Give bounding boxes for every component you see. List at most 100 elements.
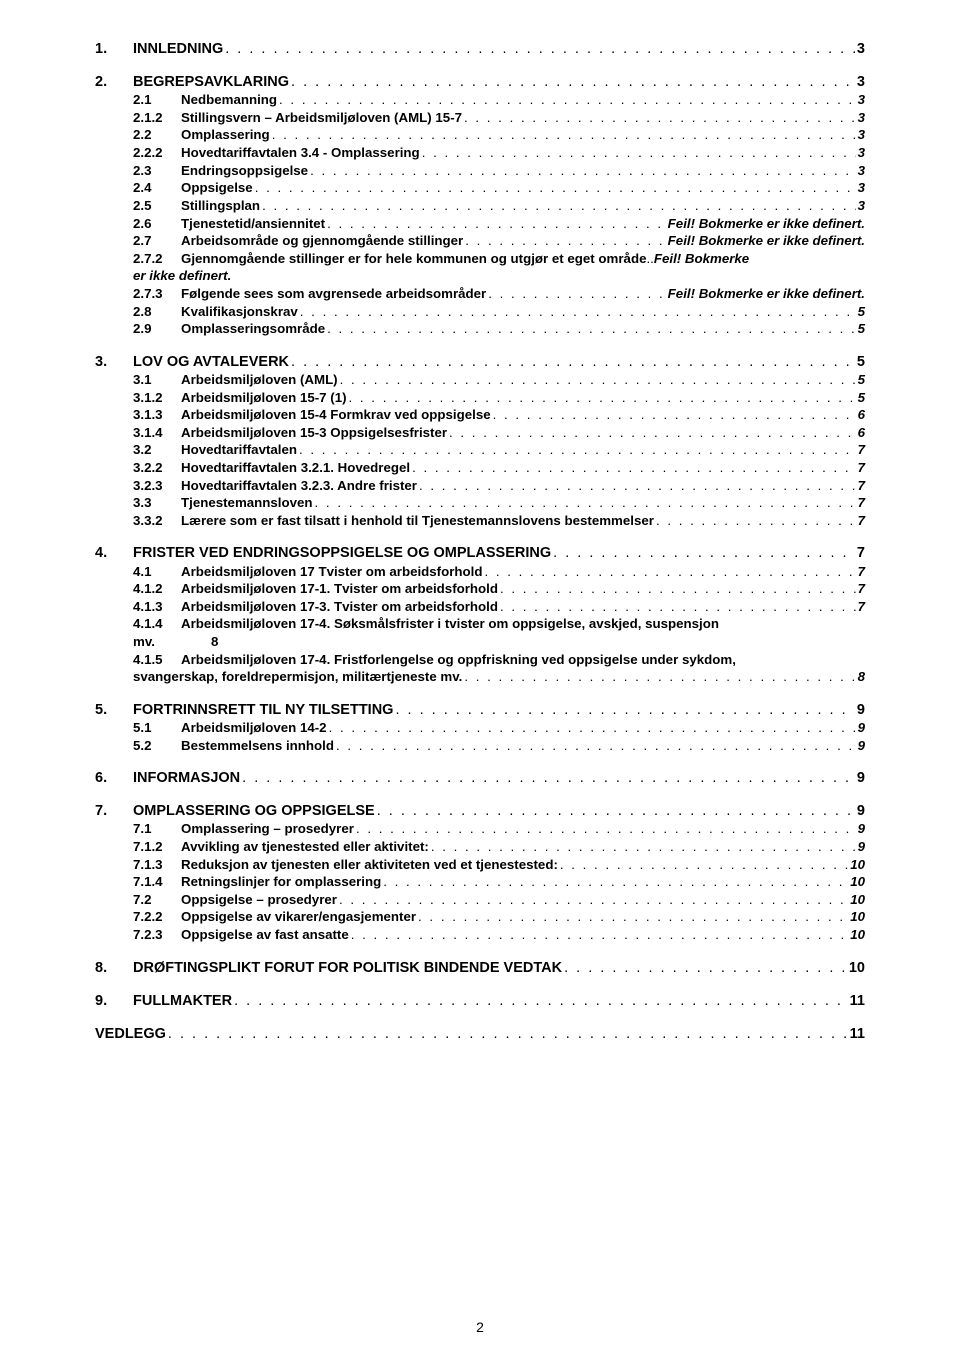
toc-label: BEGREPSAVKLARING bbox=[133, 73, 289, 91]
toc-entry: 1.INNLEDNING. . . . . . . . . . . . . . … bbox=[95, 40, 865, 58]
toc-entry: 2.9Omplasseringsområde. . . . . . . . . … bbox=[95, 321, 865, 338]
toc-number: 4. bbox=[95, 544, 133, 562]
toc-page: 10 bbox=[850, 857, 865, 874]
toc-label: Endringsoppsigelse bbox=[181, 163, 308, 180]
toc-entry: 3.1.4Arbeidsmiljøloven 15-3 Oppsigelsesf… bbox=[95, 425, 865, 442]
toc-page: 8 bbox=[211, 634, 218, 651]
toc-label: Bestemmelsens innhold bbox=[181, 738, 334, 755]
toc-spacer bbox=[95, 687, 865, 700]
toc-dot-leader: . . . . . . . . . . . . . . . . . . . . … bbox=[336, 738, 856, 755]
toc-entry: 7.2.2Oppsigelse av vikarer/engasjementer… bbox=[95, 909, 865, 926]
toc-label: Omplasseringsområde bbox=[181, 321, 325, 338]
toc-label: Omplassering – prosedyrer bbox=[181, 821, 354, 838]
toc-page: 7 bbox=[858, 478, 865, 495]
toc-label: Stillingsvern – Arbeidsmiljøloven (AML) … bbox=[181, 110, 462, 127]
toc-page: 5 bbox=[858, 390, 865, 407]
toc-page: Feil! Bokmerke er ikke definert. bbox=[668, 216, 865, 233]
toc-number: 2.1 bbox=[95, 92, 181, 109]
toc-entry-continuation: svangerskap, foreldrepermisjon, militært… bbox=[95, 669, 865, 686]
toc-entry: 4.1.5Arbeidsmiljøloven 17-4. Fristforlen… bbox=[95, 652, 865, 669]
toc-dot-leader: . . . . . . . . . . . . . . . . . . . . … bbox=[464, 669, 855, 686]
toc-dot-leader: . . . . . . . . . . . . . . . . . . . . … bbox=[377, 802, 855, 820]
toc-label: Hovedtariffavtalen bbox=[181, 442, 297, 459]
toc-number: 7.1 bbox=[95, 821, 181, 838]
toc-page: 3 bbox=[858, 163, 865, 180]
toc-page: Feil! Bokmerke er ikke definert. bbox=[668, 286, 865, 303]
toc-label: OMPLASSERING OG OPPSIGELSE bbox=[133, 802, 375, 820]
toc-label: Arbeidsmiljøloven 14-2 bbox=[181, 720, 327, 737]
toc-page: 7 bbox=[858, 495, 865, 512]
toc-dot-leader: . . . . . . . . . . . . . . . . . . . . … bbox=[412, 460, 856, 477]
toc-page: 11 bbox=[850, 1025, 865, 1043]
toc-page: 3 bbox=[858, 110, 865, 127]
toc-error-text: er ikke definert. bbox=[95, 268, 231, 285]
toc-page: 3 bbox=[858, 198, 865, 215]
toc-entry: 2.7.3Følgende sees som avgrensede arbeid… bbox=[95, 286, 865, 303]
toc-number: 7.1.3 bbox=[95, 857, 181, 874]
toc-dot-leader: . . . . . . . . . . . . . . . . . . . . … bbox=[356, 821, 856, 838]
toc-number: 6. bbox=[95, 769, 133, 787]
toc-page: 3 bbox=[858, 145, 865, 162]
toc-label: Retningslinjer for omplassering bbox=[181, 874, 381, 891]
toc-dot-leader: . . . . . . . . . . . . . . . . . . . . … bbox=[242, 769, 855, 787]
toc-spacer bbox=[95, 530, 865, 543]
toc-page: 7 bbox=[858, 513, 865, 530]
toc-entry: 7.1Omplassering – prosedyrer. . . . . . … bbox=[95, 821, 865, 838]
toc-entry: 2.4Oppsigelse. . . . . . . . . . . . . .… bbox=[95, 180, 865, 197]
toc-entry: 7.1.3Reduksjon av tjenesten eller aktivi… bbox=[95, 857, 865, 874]
toc-number: 5.2 bbox=[95, 738, 181, 755]
toc-dot-leader: . . . . . . . . . . . . . . . . . . . . … bbox=[465, 233, 665, 250]
toc-dot-leader: . . . . . . . . . . . . . . . . . . . . … bbox=[339, 892, 848, 909]
toc-label: Hovedtariffavtalen 3.2.1. Hovedregel bbox=[181, 460, 410, 477]
toc-dot-leader: . . . . . . . . . . . . . . . . . . . . … bbox=[349, 390, 856, 407]
toc-entry: 2.3Endringsoppsigelse. . . . . . . . . .… bbox=[95, 163, 865, 180]
toc-page: 7 bbox=[858, 460, 865, 477]
toc-entry: 8.DRØFTINGSPLIKT FORUT FOR POLITISK BIND… bbox=[95, 959, 865, 977]
toc-entry: VEDLEGG. . . . . . . . . . . . . . . . .… bbox=[95, 1025, 865, 1043]
toc-entry: 3.2.3Hovedtariffavtalen 3.2.3. Andre fri… bbox=[95, 478, 865, 495]
toc-label: FRISTER VED ENDRINGSOPPSIGELSE OG OMPLAS… bbox=[133, 544, 551, 562]
toc-entry: 3.2.2Hovedtariffavtalen 3.2.1. Hovedrege… bbox=[95, 460, 865, 477]
toc-entry: 7.2.3Oppsigelse av fast ansatte. . . . .… bbox=[95, 927, 865, 944]
toc-dot-leader: . . . . . . . . . . . . . . . . . . . . … bbox=[255, 180, 856, 197]
toc-dot-leader: . . . . . . . . . . . . . . . . . . . . … bbox=[299, 442, 856, 459]
toc-label: Tjenestetid/ansiennitet bbox=[181, 216, 325, 233]
toc-dot-leader: . . . . . . . . . . . . . . . . . . . . … bbox=[431, 839, 856, 856]
toc-dot-leader: . . . . . . . . . . . . . . . . . . . . … bbox=[327, 216, 666, 233]
toc-page: 3 bbox=[858, 180, 865, 197]
toc-label: FORTRINNSRETT TIL NY TILSETTING bbox=[133, 701, 393, 719]
toc-page: 10 bbox=[850, 909, 865, 926]
toc-number: 8. bbox=[95, 959, 133, 977]
toc-entry-continuation: mv.8 bbox=[95, 634, 865, 651]
toc-page: 9 bbox=[857, 769, 865, 787]
toc-page: 7 bbox=[857, 544, 865, 562]
toc-label: Gjennomgående stillinger er for hele kom… bbox=[181, 251, 646, 268]
toc-entry: 9.FULLMAKTER. . . . . . . . . . . . . . … bbox=[95, 992, 865, 1010]
toc-label: Reduksjon av tjenesten eller aktiviteten… bbox=[181, 857, 558, 874]
toc-entry: 7.1.4Retningslinjer for omplassering. . … bbox=[95, 874, 865, 891]
toc-dot-leader: . . . . . . . . . . . . . . . . . . . . … bbox=[500, 599, 856, 616]
toc-number: 2.2 bbox=[95, 127, 181, 144]
toc-page: 3 bbox=[857, 40, 865, 58]
toc-dot-leader: . . . . . . . . . . . . . . . . . . . . … bbox=[291, 353, 855, 371]
toc-spacer bbox=[95, 755, 865, 768]
toc-page: 10 bbox=[850, 892, 865, 909]
toc-error-text: Feil! Bokmerke bbox=[654, 251, 749, 268]
toc-number: 3.2 bbox=[95, 442, 181, 459]
toc-entry: 6.INFORMASJON. . . . . . . . . . . . . .… bbox=[95, 769, 865, 787]
toc-number: 3.2.2 bbox=[95, 460, 181, 477]
toc-number: 2.7 bbox=[95, 233, 181, 250]
toc-entry: 3.2Hovedtariffavtalen. . . . . . . . . .… bbox=[95, 442, 865, 459]
toc-number: 3. bbox=[95, 353, 133, 371]
toc-spacer bbox=[95, 1011, 865, 1024]
toc-dot-leader: . . . . . . . . . . . . . . . . . . . . … bbox=[419, 478, 856, 495]
toc-page: Feil! Bokmerke er ikke definert. bbox=[668, 233, 865, 250]
toc-label: Omplassering bbox=[181, 127, 270, 144]
toc-dot-leader: . . . . . . . . . . . . . . . . . . . . … bbox=[418, 909, 848, 926]
toc-entry-continuation: er ikke definert. bbox=[95, 268, 865, 285]
toc-number: 7.2.3 bbox=[95, 927, 181, 944]
toc-spacer bbox=[95, 59, 865, 72]
toc-entry: 2.7Arbeidsområde og gjennomgående stilli… bbox=[95, 233, 865, 250]
toc-label: Arbeidsmiljøloven 17 Tvister om arbeidsf… bbox=[181, 564, 482, 581]
toc-page: 10 bbox=[850, 927, 865, 944]
